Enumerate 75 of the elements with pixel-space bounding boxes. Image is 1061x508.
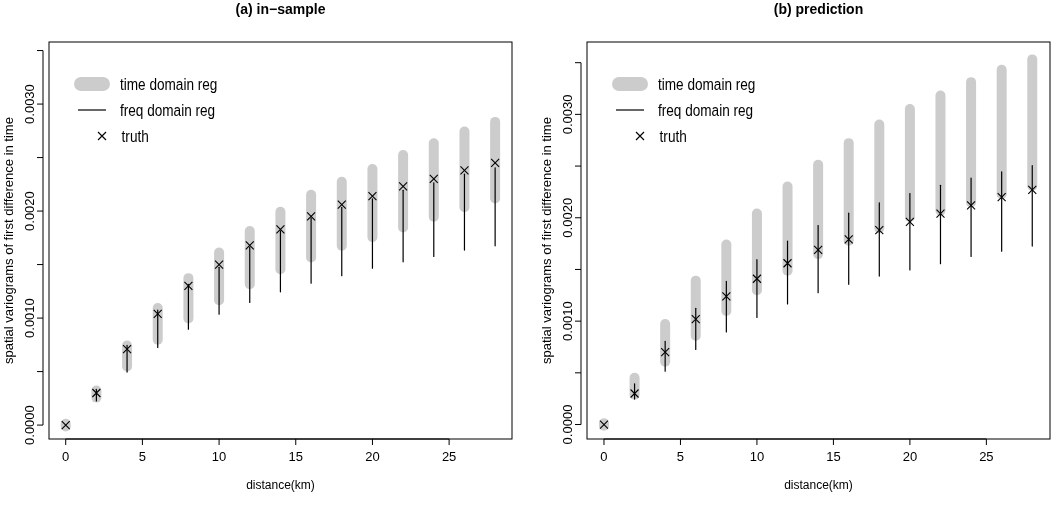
- y-tick-label: 0.0000: [560, 404, 575, 445]
- bar: [490, 116, 501, 204]
- y-tick-label: 0.0020: [22, 191, 37, 231]
- y-axis-title: spatial variograms of first difference in time: [1, 117, 16, 364]
- point: [874, 225, 884, 235]
- point: [337, 200, 347, 210]
- x-tick-label: 20: [902, 449, 918, 464]
- bar: [721, 239, 732, 316]
- point: [367, 191, 377, 201]
- x-tick-label: 0: [62, 449, 70, 464]
- x-tick-label: 15: [826, 449, 841, 464]
- point: [935, 209, 946, 219]
- bar: [1027, 54, 1038, 191]
- bar: [428, 138, 439, 222]
- point: [153, 309, 163, 319]
- x-tick-label: 10: [749, 449, 765, 464]
- point: [844, 234, 854, 245]
- point: [245, 240, 255, 250]
- point: [752, 274, 762, 284]
- point: [275, 224, 285, 234]
- x-tick-label: 10: [211, 449, 227, 464]
- point: [691, 314, 701, 324]
- bar: [690, 275, 701, 341]
- x-tick-label: 5: [138, 449, 147, 464]
- x-tick-label: 25: [441, 449, 457, 464]
- x-axis-title: distance(km): [246, 478, 315, 492]
- x-tick-label: 15: [288, 449, 303, 464]
- legend-label: freq domain reg: [120, 100, 216, 120]
- y-tick-label: 0.0000: [22, 405, 37, 445]
- point: [813, 245, 823, 255]
- point: [905, 217, 915, 227]
- bar: [459, 126, 470, 213]
- point: [183, 281, 193, 291]
- point: [122, 344, 132, 354]
- x-tick-label: 0: [600, 449, 608, 464]
- legend-label: truth: [659, 126, 687, 146]
- point: [782, 258, 793, 268]
- x-tick-label: 5: [676, 449, 685, 464]
- y-tick-label: 0.0010: [22, 298, 37, 338]
- bar: [813, 159, 824, 260]
- y-tick-label: 0.0030: [22, 84, 37, 124]
- point: [630, 388, 640, 399]
- point: [721, 291, 731, 301]
- bar: [398, 150, 409, 233]
- point: [459, 165, 470, 175]
- point: [306, 211, 316, 221]
- legend-label: time domain reg: [658, 74, 756, 94]
- legend-label: time domain reg: [120, 74, 218, 94]
- point: [966, 200, 976, 210]
- chart-title: (a) in−sample: [235, 1, 326, 17]
- point: [1027, 185, 1037, 195]
- point: [660, 347, 670, 357]
- point: [398, 181, 408, 192]
- y-tick-label: 0.0010: [560, 301, 575, 342]
- y-tick-label: 0.0030: [560, 94, 575, 135]
- bar: [996, 64, 1007, 200]
- bar: [935, 90, 946, 216]
- bar: [843, 138, 854, 246]
- bar: [904, 104, 915, 222]
- point: [490, 158, 500, 168]
- y-axis-title: spatial variograms of first difference in time: [539, 117, 554, 364]
- bar: [874, 119, 885, 234]
- bar: [966, 77, 977, 208]
- chart-title: (b) prediction: [773, 1, 864, 17]
- point: [429, 174, 439, 184]
- point: [214, 260, 224, 270]
- point: [997, 192, 1007, 202]
- legend-label: truth: [121, 126, 149, 146]
- bar: [367, 163, 378, 243]
- legend-label: freq domain reg: [658, 100, 754, 120]
- bar: [782, 181, 793, 276]
- y-tick-label: 0.0020: [560, 197, 575, 238]
- x-tick-label: 25: [979, 449, 994, 464]
- x-tick-label: 20: [365, 449, 380, 464]
- x-axis-title: distance(km): [784, 478, 853, 492]
